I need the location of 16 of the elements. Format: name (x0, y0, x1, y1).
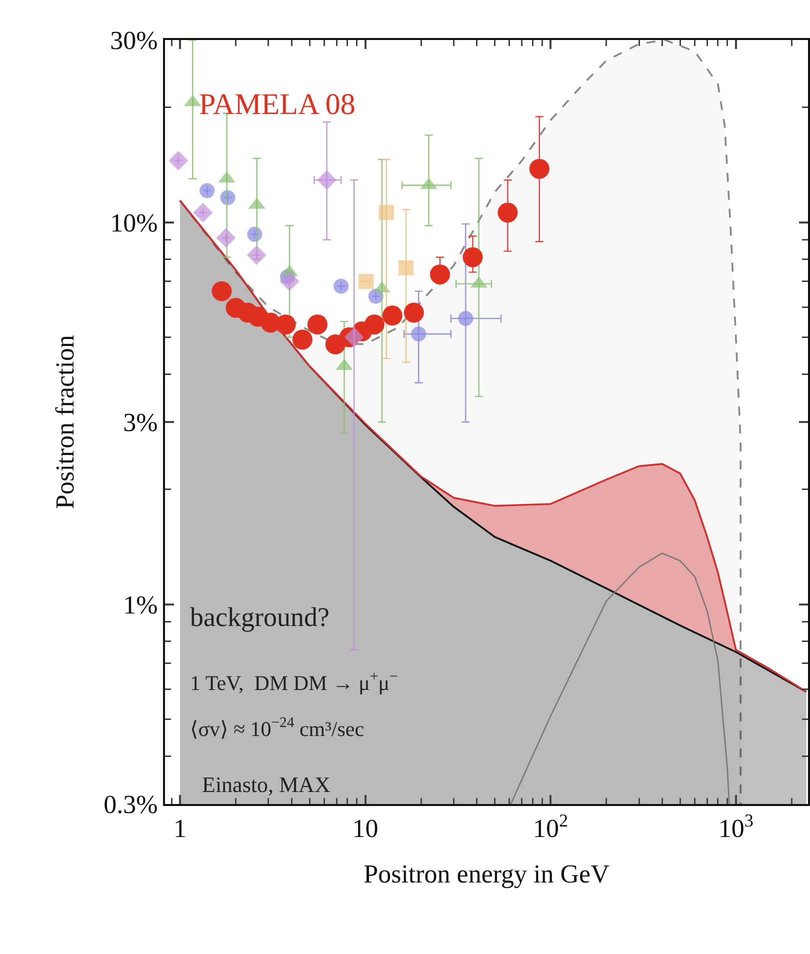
annotation: Einasto, MAX (202, 772, 330, 797)
y-tick-label: 1% (123, 590, 158, 620)
annotation: ⟨σv⟩ ≈ 10$^{−24}$ cm³/sec (190, 715, 364, 741)
annotation: background? (190, 602, 330, 632)
annotation: 1 TeV, DM DM → μ$^{+}$μ$^{−}$ (190, 669, 398, 695)
y-tick-label: 30% (110, 26, 158, 56)
text: PAMELA 08 (199, 88, 356, 121)
x-tick-label: 1 (173, 814, 186, 844)
x-tick-label: 10 (352, 814, 378, 844)
y-axis-title: Positron fraction (50, 334, 80, 510)
x-tick-label: 10$^{3}$ (718, 810, 754, 844)
x-axis-title: Positron energy in GeV (364, 859, 610, 888)
y-tick-label: 3% (123, 408, 158, 438)
y-tick-label: 0.3% (104, 790, 158, 820)
x-tick-label: 10$^{2}$ (533, 810, 568, 844)
y-tick-label: 10% (110, 208, 158, 238)
